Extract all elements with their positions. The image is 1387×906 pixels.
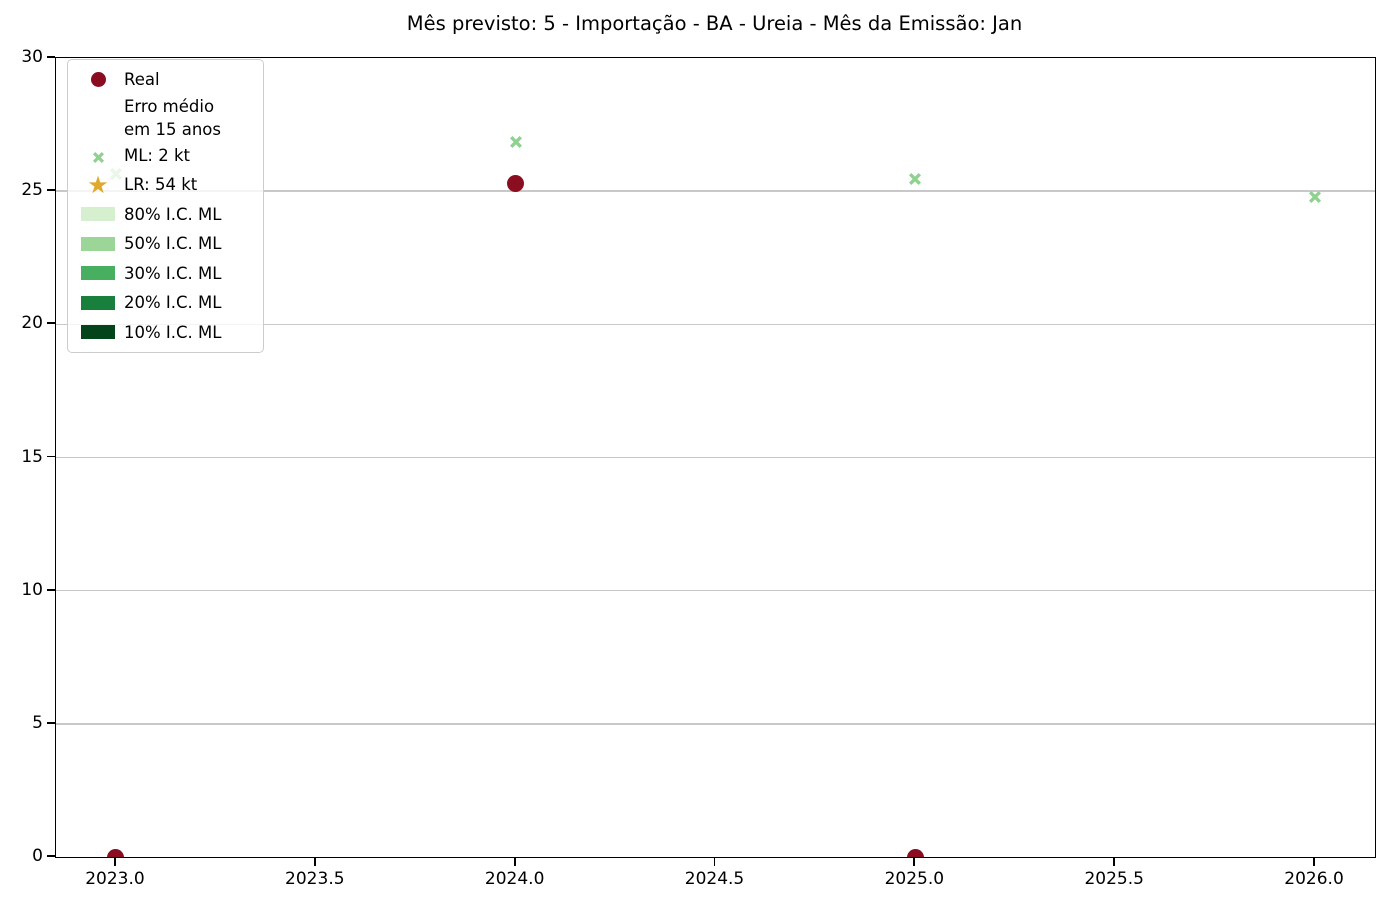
x-tick-label: 2024.0 <box>484 869 545 889</box>
legend-patch-icon <box>81 236 115 251</box>
gridline-y-15 <box>56 456 1375 459</box>
legend-marker-cell <box>72 207 124 222</box>
y-tick-label: 30 <box>21 47 43 67</box>
x-tick-label: 2023.0 <box>85 869 145 889</box>
y-tick-mark <box>47 721 55 724</box>
x-tick-label: 2025.0 <box>884 869 945 889</box>
legend-marker-cell <box>72 236 124 251</box>
legend-circle-marker-icon <box>90 72 106 88</box>
x-tick-mark <box>913 857 916 866</box>
chart-title: Mês previsto: 5 - Importação - BA - Urei… <box>406 12 1023 35</box>
legend-label: 50% I.C. ML <box>124 234 222 254</box>
x-tick-label: 2025.5 <box>1084 869 1144 889</box>
legend-marker-cell <box>72 295 124 310</box>
legend-patch-icon <box>81 207 115 222</box>
x-tick-label: 2023.5 <box>285 869 345 889</box>
data-point-ml-icon <box>908 171 922 190</box>
legend-label: 80% I.C. ML <box>124 204 222 224</box>
legend-row: Erro médio em 15 anos <box>72 95 255 141</box>
x-tick-mark <box>713 857 716 866</box>
data-point-real-icon <box>507 174 525 192</box>
y-tick-label: 25 <box>21 180 43 201</box>
legend-label: Erro médio em 15 anos <box>124 96 221 139</box>
legend-marker-cell <box>72 149 124 163</box>
legend-row: 80% I.C. ML <box>72 200 255 230</box>
legend-label: 30% I.C. ML <box>124 263 222 283</box>
y-tick-mark <box>47 56 55 58</box>
x-tick-label: 2024.5 <box>684 869 745 889</box>
legend-marker-cell <box>72 266 124 281</box>
legend-label: 20% I.C. ML <box>124 293 222 313</box>
gridline-y-5 <box>56 723 1375 725</box>
legend-marker-cell: ★ <box>72 173 124 197</box>
data-point-real-icon <box>906 848 924 857</box>
x-tick-mark <box>114 857 116 866</box>
y-tick-label: 10 <box>21 579 43 600</box>
x-tick-mark <box>313 857 316 866</box>
y-tick-mark <box>47 322 55 325</box>
legend-row: ML: 2 kt <box>72 141 255 171</box>
y-tick-mark <box>47 588 55 591</box>
legend-label: LR: 54 kt <box>124 175 198 195</box>
legend-patch-icon <box>81 266 115 281</box>
legend-patch-icon <box>81 295 115 310</box>
legend-star-marker-icon: ★ <box>87 170 109 199</box>
legend-x-marker-icon <box>92 149 105 163</box>
y-tick-mark <box>47 455 55 458</box>
gridline-y-10 <box>56 589 1375 592</box>
y-tick-mark <box>47 189 55 192</box>
legend-label: Real <box>124 70 160 90</box>
y-tick-label: 20 <box>21 313 43 334</box>
legend-label: ML: 2 kt <box>124 145 190 165</box>
legend-marker-cell <box>72 325 124 340</box>
data-point-ml-icon <box>1308 189 1322 208</box>
gridline-y-25 <box>56 190 1375 192</box>
y-tick-label: 5 <box>32 712 43 733</box>
legend-row: Real <box>72 65 255 95</box>
legend-patch-icon <box>81 325 115 340</box>
x-tick-label: 2026.0 <box>1284 869 1344 889</box>
data-point-ml-icon <box>509 134 523 153</box>
y-tick-label: 0 <box>32 846 43 866</box>
x-tick-mark <box>513 857 516 866</box>
legend-row: 50% I.C. ML <box>72 229 255 259</box>
legend-row: 30% I.C. ML <box>72 259 255 289</box>
data-point-real-icon <box>107 848 125 857</box>
legend-row: 10% I.C. ML <box>72 318 255 348</box>
legend: Real Erro médio em 15 anos ML: 2 kt ★ LR: 54… <box>67 59 264 353</box>
y-tick-mark <box>47 855 55 857</box>
legend-row: 20% I.C. ML <box>72 288 255 318</box>
x-tick-mark <box>1113 857 1116 866</box>
y-tick-label: 15 <box>21 446 43 467</box>
legend-marker-cell <box>72 72 124 88</box>
legend-row: ★ LR: 54 kt <box>72 170 255 200</box>
gridline-y-20 <box>56 323 1375 326</box>
x-tick-mark <box>1313 857 1315 866</box>
legend-label: 10% I.C. ML <box>124 322 222 342</box>
plot-area <box>55 57 1376 858</box>
